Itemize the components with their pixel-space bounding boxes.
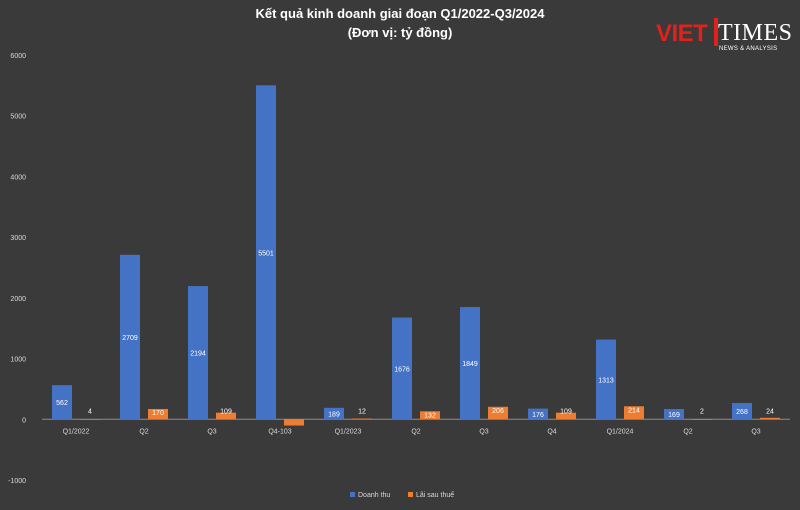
revenue-data-label: 189 <box>328 412 340 419</box>
profit-bar <box>216 412 236 420</box>
y-tick-label: 5000 <box>10 114 26 121</box>
legend-swatch <box>350 492 355 497</box>
revenue-bar <box>664 409 684 420</box>
revenue-data-label: 5501 <box>258 250 274 257</box>
y-tick-label: 3000 <box>10 235 26 242</box>
y-tick-label: 6000 <box>10 53 26 60</box>
revenue-data-label: 562 <box>56 400 68 407</box>
revenue-data-label: 2194 <box>190 351 206 358</box>
profit-bar <box>624 406 644 420</box>
logo-divider <box>714 18 718 46</box>
y-tick-label: 2000 <box>10 296 26 303</box>
revenue-bar <box>256 85 276 420</box>
profit-bar <box>488 406 508 420</box>
profit-data-label: 109 <box>560 408 572 415</box>
logo-brand-2: TIMES <box>718 20 793 46</box>
revenue-data-label: 2709 <box>122 335 138 342</box>
profit-data-label: 132 <box>424 412 436 419</box>
x-tick-label: Q3 <box>207 428 216 435</box>
y-tick-label: -1000 <box>8 478 26 485</box>
x-tick-label: Q3 <box>479 428 488 435</box>
profit-data-label: 24 <box>766 408 774 415</box>
profit-bar <box>80 419 100 420</box>
profit-data-label: 206 <box>492 408 504 415</box>
x-axis: Q1/2022 Q2 Q3 Q4-103 Q1/2023 Q2 Q3 Q4 Q1/2024 Q2 Q… <box>42 418 790 435</box>
profit-bar <box>760 417 780 420</box>
x-tick-label: Q1/2022 <box>63 428 90 435</box>
profit-bar <box>420 411 440 420</box>
profit-data-label: 2 <box>700 408 704 415</box>
x-tick-label: Q4-103 <box>268 428 291 435</box>
profit-bar <box>148 408 168 420</box>
profit-bar <box>352 418 372 420</box>
revenue-data-label: 268 <box>736 409 748 416</box>
chart-title: Kết quả kinh doanh giai đoạn Q1/2022-Q3/… <box>256 6 546 21</box>
legend-swatch <box>408 492 413 497</box>
revenue-bar <box>392 317 412 420</box>
revenue-bar <box>120 254 140 420</box>
x-tick-label: Q3 <box>751 428 760 435</box>
revenue-bar <box>460 307 480 420</box>
profit-data-label: 12 <box>358 408 366 415</box>
revenue-data-label: 1676 <box>394 366 410 373</box>
x-tick-label: Q2 <box>139 428 148 435</box>
profit-data-label: 170 <box>152 410 164 417</box>
profit-bar <box>284 419 304 426</box>
x-tick-label: Q2 <box>411 428 420 435</box>
revenue-bar <box>324 407 344 420</box>
revenue-data-label: 176 <box>532 412 544 419</box>
logo-brand: VIET <box>656 20 708 47</box>
x-tick-label: Q2 <box>683 428 692 435</box>
y-tick-label: 4000 <box>10 174 26 181</box>
profit-bar <box>692 419 712 420</box>
revenue-bar <box>52 385 72 420</box>
profit-data-label: 4 <box>88 408 92 415</box>
logo-tagline: NEWS & ANALYSIS <box>719 46 778 52</box>
revenue-bar <box>528 408 548 420</box>
revenue-data-label: 1313 <box>598 377 614 384</box>
bars: 562 2709 2194 5501 189 1676 1849 176 1313 169 268 4… <box>52 85 780 426</box>
y-axis: -1000 0 1000 2000 3000 4000 5000 6000 <box>8 53 26 485</box>
legend-label: Lãi sau thuế <box>416 490 454 499</box>
revenue-bar <box>596 339 616 420</box>
revenue-bar <box>732 403 752 420</box>
x-tick-label: Q1/2024 <box>607 428 634 435</box>
x-tick-label: Q1/2023 <box>335 428 362 435</box>
y-tick-label: 0 <box>22 417 26 424</box>
revenue-bar <box>188 286 208 420</box>
viettimes-logo: VIET TIMES NEWS & ANALYSIS <box>656 16 792 56</box>
legend-label: Doanh thu <box>358 492 390 499</box>
y-tick-label: 1000 <box>10 357 26 364</box>
legend: Doanh thu Lãi sau thuế <box>350 490 454 499</box>
profit-bar <box>556 412 576 420</box>
chart-subtitle: (Đơn vị: tỷ đồng) <box>348 25 453 40</box>
revenue-data-label: 169 <box>668 412 680 419</box>
revenue-data-label: 1849 <box>462 361 478 368</box>
profit-data-label: 109 <box>220 408 232 415</box>
profit-data-label: 214 <box>628 407 640 414</box>
x-tick-label: Q4 <box>547 428 556 435</box>
